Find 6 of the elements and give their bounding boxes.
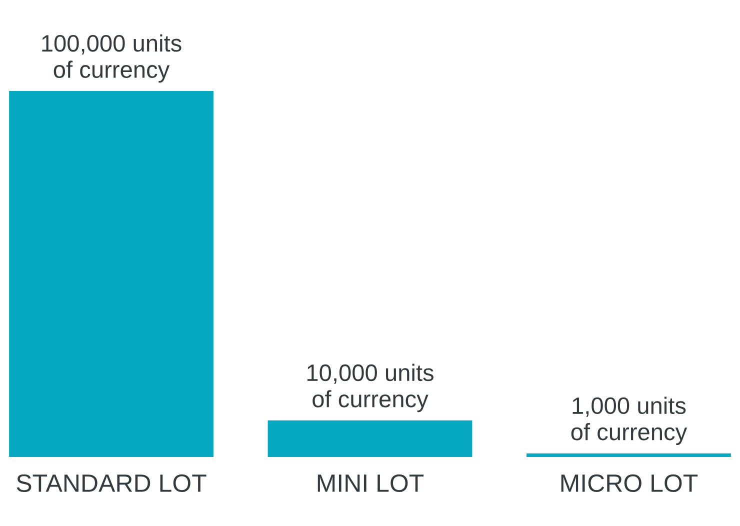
x-tick-label: STANDARD LOT: [16, 474, 206, 492]
data-label: 100,000 units of currency: [42, 34, 182, 83]
data-label: 10,000 units of currency: [307, 364, 434, 412]
x-tick-label: MICRO LOT: [561, 474, 698, 492]
x-tick-label: MINI LOT: [318, 474, 424, 492]
data-label: 1,000 units of currency: [571, 396, 688, 446]
